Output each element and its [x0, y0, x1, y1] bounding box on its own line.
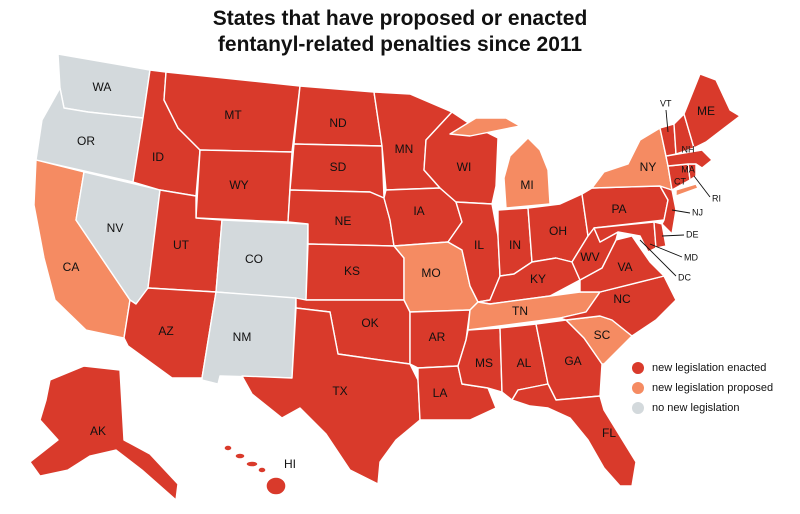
state-labels: WA OR CA NV ID MT WY UT AZ CO NM ND SD N… [63, 80, 721, 471]
map-title: States that have proposed or enacted fen… [0, 6, 800, 58]
leader-nj [671, 209, 691, 214]
state-label: GA [564, 354, 581, 368]
state-label: MA [681, 164, 695, 174]
state-label: IL [474, 238, 484, 252]
leader-ri [693, 175, 711, 198]
state-label: NM [233, 330, 252, 344]
leader-md [649, 243, 683, 258]
state-label: MN [395, 142, 414, 156]
state-label: CT [674, 176, 686, 186]
state-label: WY [229, 178, 248, 192]
state-label: TX [332, 384, 347, 398]
state-label: NJ [692, 207, 703, 217]
state-mi [449, 117, 551, 209]
state-label: MT [224, 108, 242, 122]
state-label: KY [530, 272, 546, 286]
legend-swatch-enacted [632, 362, 644, 374]
state-label: IN [509, 238, 521, 252]
legend-swatch-proposed [632, 382, 644, 394]
state-label: NC [613, 292, 631, 306]
state-label: NY [640, 160, 657, 174]
state-label: MS [475, 356, 493, 370]
legend-item-proposed: new legislation proposed [632, 378, 773, 398]
state-label: OR [77, 134, 95, 148]
state-label: VA [617, 260, 632, 274]
state-tx [241, 307, 421, 485]
state-label: NE [335, 214, 352, 228]
state-fl [511, 383, 637, 487]
state-label: FL [602, 426, 616, 440]
state-label: KS [344, 264, 360, 278]
state-label: SD [330, 160, 347, 174]
state-label: AL [517, 356, 532, 370]
state-label: ND [329, 116, 347, 130]
state-label: PA [611, 202, 626, 216]
leader-lines [639, 109, 711, 277]
state-label: TN [512, 304, 528, 318]
state-wi [423, 111, 499, 205]
state-label: NV [107, 221, 124, 235]
state-label: HI [284, 457, 296, 471]
state-label: DE [686, 229, 699, 239]
state-label: ME [697, 104, 715, 118]
state-ma [665, 149, 713, 169]
legend-label: new legislation proposed [652, 382, 774, 394]
legend-label: new legislation enacted [652, 362, 767, 374]
state-me [683, 73, 741, 149]
state-label: MI [520, 178, 533, 192]
state-ak [29, 365, 179, 501]
leader-de [661, 234, 685, 237]
state-label: MD [684, 252, 698, 262]
state-nj [659, 185, 677, 235]
state-label: WV [580, 250, 599, 264]
state-label: WA [93, 80, 112, 94]
state-label: LA [433, 386, 448, 400]
state-de [653, 221, 667, 249]
state-label: CO [245, 252, 263, 266]
legend: new legislation enacted new legislation … [632, 358, 773, 418]
legend-item-enacted: new legislation enacted [632, 358, 773, 378]
state-label: MO [421, 266, 440, 280]
leader-dc [639, 239, 677, 277]
state-hi [223, 444, 287, 496]
state-label: SC [594, 328, 611, 342]
state-label: AZ [158, 324, 173, 338]
state-label: VT [660, 98, 672, 108]
leader-vt [665, 109, 669, 133]
state-label: DC [678, 272, 691, 282]
title-line-1: States that have proposed or enacted [212, 7, 588, 30]
state-label: NH [682, 144, 695, 154]
state-label: ID [152, 150, 164, 164]
state-label: RI [712, 193, 721, 203]
state-label: UT [173, 238, 190, 252]
state-label: AK [90, 424, 106, 438]
legend-swatch-none [632, 402, 644, 414]
state-label: OK [361, 316, 378, 330]
title-line-2: fentanyl-related penalties since 2011 [217, 33, 583, 56]
state-label: IA [413, 204, 424, 218]
state-label: CA [63, 260, 80, 274]
legend-item-none: no new legislation [632, 398, 773, 418]
state-label: OH [549, 224, 567, 238]
legend-label: no new legislation [652, 402, 740, 414]
state-label: WI [457, 160, 472, 174]
state-label: AR [429, 330, 446, 344]
